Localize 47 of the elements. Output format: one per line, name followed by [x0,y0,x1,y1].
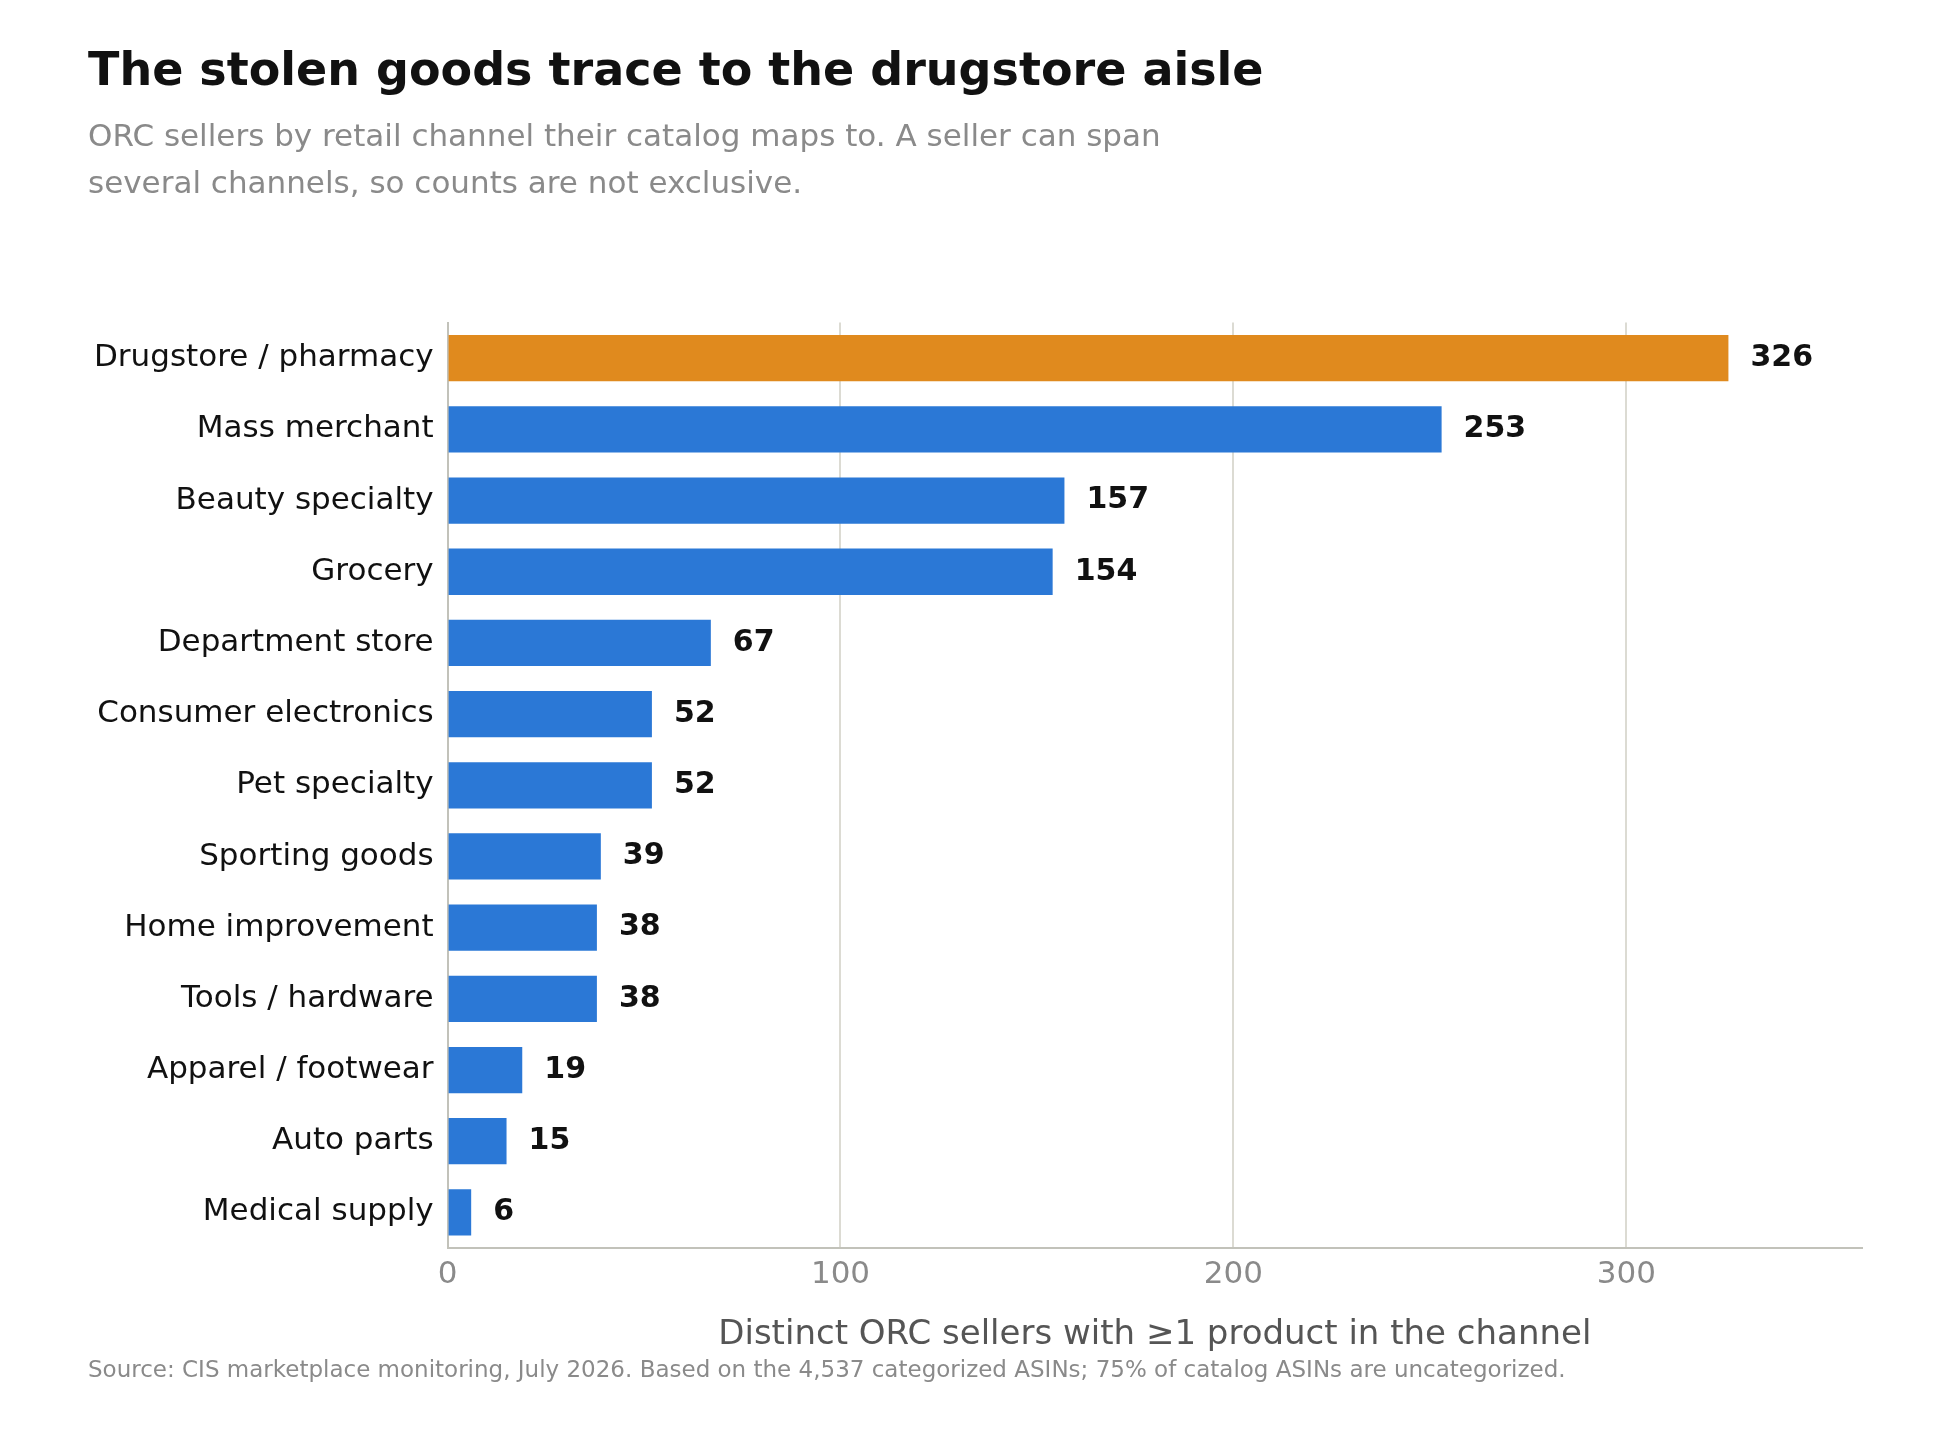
data-label: 38 [618,978,661,1014]
data-label: 52 [673,693,716,729]
bar [448,335,1729,382]
y-tick-label: Grocery [311,550,434,587]
data-label: 67 [732,622,775,658]
data-label: 326 [1750,337,1814,373]
data-label: 19 [544,1049,587,1085]
y-tick-label: Mass merchant [196,408,434,445]
y-tick-label: Department store [157,621,434,658]
chart-subtitle: ORC sellers by retail channel their catalog maps to. A seller can span several channels, so counts are not exclusive. [88,116,1162,202]
bar [448,1046,523,1094]
y-tick-label: Tools / hardware [180,977,434,1014]
bar [448,904,597,951]
data-label: 253 [1463,409,1527,445]
x-tick-label: 100 [810,1253,871,1290]
bar [448,762,652,809]
x-tick-label: 300 [1596,1253,1656,1290]
data-label: 15 [528,1121,571,1157]
bar [448,833,601,880]
y-tick-label: Home improvement [124,906,434,943]
x-tick-label: 0 [437,1253,458,1290]
data-label: 52 [673,765,716,801]
y-tick-label: Medical supply [202,1191,434,1228]
bar [448,406,1442,453]
bar [448,1189,472,1236]
x-tick-label: 200 [1203,1253,1263,1290]
bar [448,619,711,667]
bar [448,548,1053,595]
y-tick-label: Consumer electronics [97,693,434,730]
data-label: 6 [493,1192,515,1228]
y-tick-label: Drugstore / pharmacy [94,337,434,374]
bar [448,975,597,1022]
y-tick-label: Sporting goods [199,835,434,872]
bar [448,690,652,738]
y-tick-label: Apparel / footwear [146,1049,434,1086]
data-label: 39 [622,836,665,872]
y-tick-label: Auto parts [272,1120,434,1157]
source-note: Source: CIS marketplace monitoring, July 2026. Based on the 4,537 categorized ASINs; 75% of catalog ASINs are uncategorized. [88,1356,1566,1382]
data-label: 154 [1074,551,1138,587]
x-axis-title: Distinct ORC sellers with ≥1 product in the channel [718,1312,1592,1353]
y-tick-label: Pet specialty [236,764,434,801]
data-label: 38 [618,907,661,943]
data-label: 157 [1086,480,1150,516]
bar [448,1118,507,1165]
bar [448,477,1065,524]
y-tick-label: Beauty specialty [175,479,434,516]
chart-title: The stolen goods trace to the drugstore aisle [88,42,1264,96]
